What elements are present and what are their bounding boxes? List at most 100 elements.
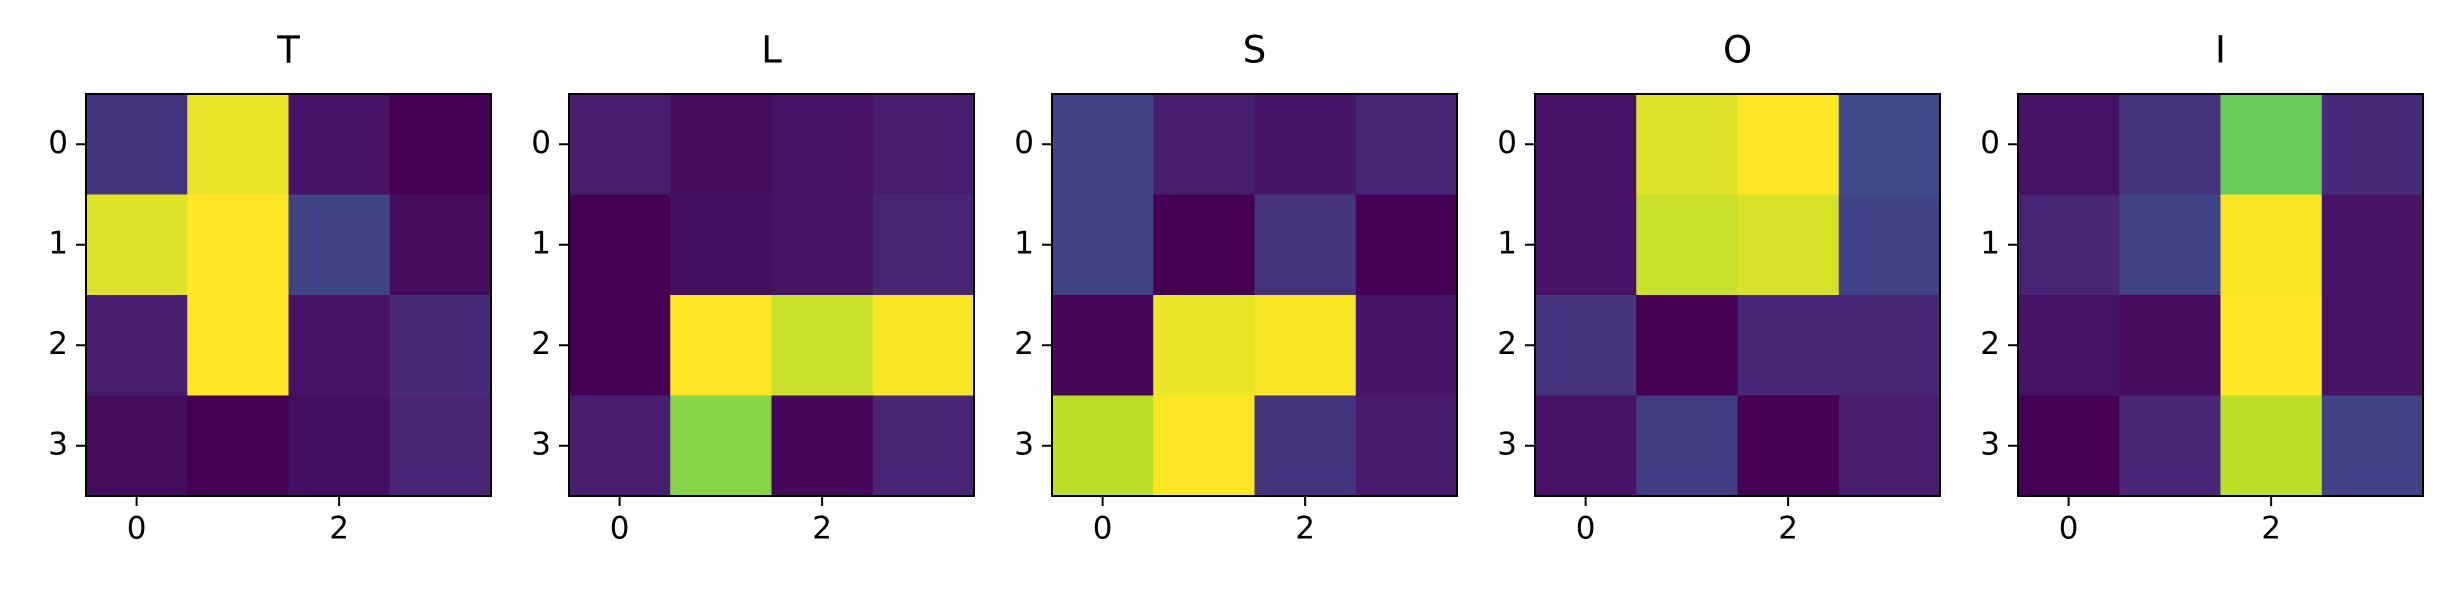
heatmap-cell	[1254, 94, 1357, 195]
x-tick-label: 0	[1093, 511, 1113, 547]
heatmap-cell	[1355, 395, 1458, 497]
heatmap-cell	[569, 395, 671, 497]
heatmap-cell	[389, 395, 492, 497]
heatmap-cell	[569, 94, 671, 195]
heatmap-cell	[1052, 94, 1154, 195]
x-tick-label: 2	[329, 511, 349, 547]
heatmap-cell	[872, 295, 975, 396]
chart-title: O	[1723, 29, 1752, 72]
heatmap-cell	[1254, 395, 1357, 497]
heatmap-cell	[2018, 194, 2120, 296]
heatmap-cell	[2220, 194, 2323, 296]
heatmap-cell	[872, 94, 975, 195]
x-tick-label: 2	[1295, 511, 1315, 547]
y-tick-label: 1	[1014, 225, 1034, 261]
heatmap-cell	[1737, 295, 1840, 396]
heatmap-cell	[2119, 94, 2221, 195]
y-tick-label: 0	[48, 125, 68, 161]
heatmap-cell	[1052, 295, 1154, 396]
heatmap-cell	[1838, 395, 1941, 497]
heatmap-cell	[1838, 94, 1941, 195]
heatmap-cell	[86, 194, 188, 296]
x-tick-label: 2	[2261, 511, 2281, 547]
y-tick-label: 1	[531, 225, 551, 261]
x-tick-label: 0	[127, 511, 147, 547]
heatmap-cell	[86, 295, 188, 396]
heatmap-cell	[1052, 395, 1154, 497]
chart-title: T	[276, 29, 300, 72]
heatmap-cell	[771, 295, 874, 396]
heatmap-cell	[2018, 94, 2120, 195]
heatmap-cell	[86, 94, 188, 195]
heatmap-cell	[187, 94, 289, 195]
heatmap-cell	[1052, 194, 1154, 296]
heatmap-cell	[1153, 94, 1255, 195]
axes-frame	[568, 93, 975, 497]
y-tick-label: 0	[531, 125, 551, 161]
chart-title: S	[1243, 29, 1267, 72]
y-tick-label: 0	[1014, 125, 1034, 161]
heatmap-cell	[1636, 194, 1738, 296]
heatmap-cell	[670, 295, 772, 396]
heatmap-cell	[569, 194, 671, 296]
heatmap-cell	[1153, 295, 1255, 396]
x-tick-label: 0	[1576, 511, 1596, 547]
chart-title: I	[2215, 29, 2226, 72]
heatmap-cell	[1153, 194, 1255, 296]
heatmap-cell	[1737, 395, 1840, 497]
axes-frame	[85, 93, 492, 497]
y-tick-label: 3	[1980, 426, 2000, 462]
y-tick-label: 2	[531, 326, 551, 362]
heatmap-cell	[2119, 395, 2221, 497]
heatmap-cell	[2321, 395, 2424, 497]
x-tick-label: 2	[812, 511, 832, 547]
heatmap-cell	[771, 395, 874, 497]
heatmap-cell	[1153, 395, 1255, 497]
heatmap-cell	[1355, 295, 1458, 396]
heatmap-cell	[288, 395, 391, 497]
heatmap-cell	[1254, 194, 1357, 296]
heatmap-cell	[1355, 94, 1458, 195]
heatmap-cell	[569, 295, 671, 396]
y-tick-label: 1	[1980, 225, 2000, 261]
heatmap-cell	[86, 395, 188, 497]
heatmap-cell	[1636, 395, 1738, 497]
heatmap-cell	[2321, 194, 2424, 296]
y-tick-label: 1	[48, 225, 68, 261]
heatmap-cell	[187, 395, 289, 497]
heatmap-cell	[670, 194, 772, 296]
heatmap-cell	[2119, 295, 2221, 396]
heatmap-cell	[1838, 295, 1941, 396]
heatmap-cell	[670, 395, 772, 497]
heatmap-cell	[2018, 295, 2120, 396]
axes-frame	[1051, 93, 1458, 497]
y-tick-label: 2	[1497, 326, 1517, 362]
heatmap-cell	[2220, 395, 2323, 497]
y-tick-label: 2	[1980, 326, 2000, 362]
heatmap-cell	[1535, 395, 1637, 497]
heatmap-cell	[389, 194, 492, 296]
heatmap-cell	[187, 295, 289, 396]
x-tick-label: 2	[1778, 511, 1798, 547]
heatmap-cell	[872, 194, 975, 296]
heatmap-cell	[288, 194, 391, 296]
y-tick-label: 0	[1980, 125, 2000, 161]
heatmap-cell	[389, 295, 492, 396]
heatmap-cell	[2321, 295, 2424, 396]
heatmap-cell	[2220, 295, 2323, 396]
heatmap-cell	[288, 94, 391, 195]
x-tick-label: 0	[2059, 511, 2079, 547]
heatmap-cell	[1636, 295, 1738, 396]
heatmap-cell	[1355, 194, 1458, 296]
heatmap-cell	[771, 194, 874, 296]
heatmap-cell	[2018, 395, 2120, 497]
y-tick-label: 3	[1014, 426, 1034, 462]
heatmap-cell	[1535, 194, 1637, 296]
heatmap-cell	[1838, 194, 1941, 296]
y-tick-label: 3	[531, 426, 551, 462]
heatmap-cell	[389, 94, 492, 195]
y-tick-label: 3	[1497, 426, 1517, 462]
y-tick-label: 2	[48, 326, 68, 362]
heatmap-cell	[2119, 194, 2221, 296]
